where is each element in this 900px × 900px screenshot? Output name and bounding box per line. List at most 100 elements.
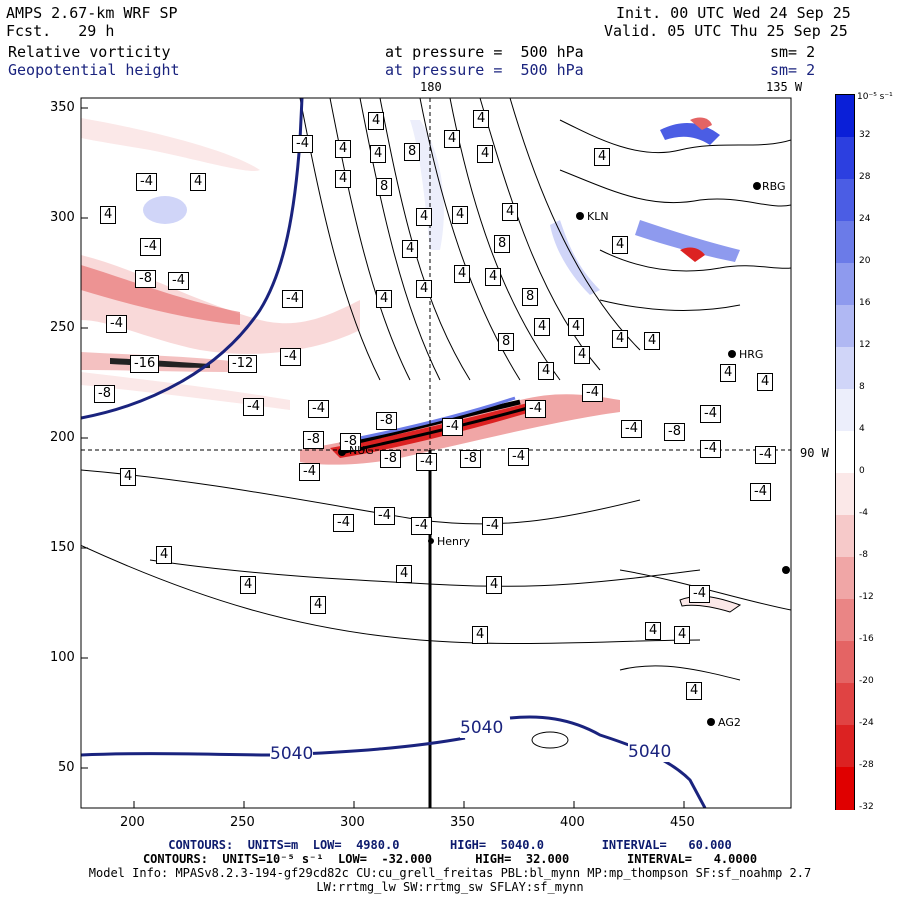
contour-label: -4 — [243, 398, 264, 416]
contour-label: -4 — [282, 290, 303, 308]
contour-label: -4 — [280, 348, 301, 366]
colorbar-tick-label: 28 — [859, 172, 871, 182]
contour-label: -4 — [308, 400, 329, 418]
colorbar-segment — [836, 767, 854, 810]
field2-smoothing: sm= 2 — [770, 61, 816, 79]
contour-label: 4 — [612, 330, 629, 348]
contour-label: -4 — [140, 238, 161, 256]
colorbar-tick-label: -24 — [859, 718, 874, 728]
x-tick-label: 400 — [560, 815, 585, 830]
station-label: NUG — [349, 444, 374, 457]
contour-label: 8 — [376, 178, 393, 196]
colorbar-tick-label: -12 — [859, 592, 874, 602]
colorbar-tick-label: -28 — [859, 760, 874, 770]
contour-label: -4 — [411, 517, 432, 535]
contour-label: 4 — [594, 148, 611, 166]
station-label: HRG — [739, 348, 764, 361]
station-label: KLN — [587, 210, 609, 223]
contour-label: 4 — [757, 373, 774, 391]
field1-smoothing: sm= 2 — [770, 43, 816, 61]
contour-label: -4 — [168, 272, 189, 290]
contour-label: -4 — [482, 517, 503, 535]
contour-label: 4 — [574, 346, 591, 364]
contour-label: 4 — [156, 546, 173, 564]
x-tick-label: 250 — [230, 815, 255, 830]
contour-label: -8 — [340, 433, 361, 451]
colorbar-segment — [836, 95, 854, 138]
contour-label: 4 — [473, 110, 490, 128]
contour-label: 4 — [100, 206, 117, 224]
contour-label: -4 — [106, 315, 127, 333]
height-label: 5040 — [628, 742, 672, 762]
contour-label: 4 — [444, 130, 461, 148]
field2-name: Geopotential height — [8, 61, 180, 79]
contour-label: 8 — [494, 235, 511, 253]
vorticity-field — [81, 98, 791, 808]
footer-vorticity-contours: CONTOURS: UNITS=10⁻⁵ s⁻¹ LOW= -32.000 HI… — [142, 852, 758, 866]
colorbar-segment — [836, 725, 854, 768]
contour-label: 4 — [612, 236, 629, 254]
colorbar — [835, 94, 855, 810]
field2-level: at pressure = 500 hPa — [385, 61, 584, 79]
colorbar-segment — [836, 599, 854, 642]
x-tick-label: 200 — [120, 815, 145, 830]
x-tick-label: 300 — [340, 815, 365, 830]
contour-label: 4 — [454, 265, 471, 283]
station-label: AG2 — [718, 716, 741, 729]
contour-label: 4 — [402, 240, 419, 258]
contour-label: -8 — [664, 423, 685, 441]
contour-label: -4 — [136, 173, 157, 191]
colorbar-tick-label: -20 — [859, 676, 874, 686]
contour-label: -8 — [303, 431, 324, 449]
colorbar-tick-label: 32 — [859, 130, 871, 140]
contour-label: -8 — [135, 270, 156, 288]
contour-label: -12 — [228, 355, 258, 373]
colorbar-segment — [836, 305, 854, 348]
contour-label: -16 — [130, 355, 160, 373]
contour-label: 4 — [396, 565, 413, 583]
contour-label: 4 — [368, 112, 385, 130]
y-tick-label: 50 — [58, 760, 75, 775]
field1-level: at pressure = 500 hPa — [385, 43, 584, 61]
y-tick-label: 100 — [50, 650, 75, 665]
contour-label: 8 — [522, 288, 539, 306]
colorbar-segment — [836, 137, 854, 180]
contour-label: 4 — [485, 268, 502, 286]
colorbar-unit: 10⁻⁵ s⁻¹ — [857, 92, 893, 102]
x-tick-label: 450 — [670, 815, 695, 830]
y-tick-label: 200 — [50, 430, 75, 445]
colorbar-segment — [836, 641, 854, 684]
contour-label: -4 — [333, 514, 354, 532]
contour-label: 4 — [720, 364, 737, 382]
contour-label: 4 — [477, 145, 494, 163]
contour-label: -4 — [508, 448, 529, 466]
colorbar-tick-label: -8 — [859, 550, 868, 560]
colorbar-segment — [836, 683, 854, 726]
colorbar-tick-label: 0 — [859, 466, 865, 476]
contour-label: -4 — [374, 507, 395, 525]
contour-label: -4 — [442, 418, 463, 436]
height-label: 5040 — [460, 718, 504, 738]
contour-label: -4 — [582, 384, 603, 402]
contour-label: -8 — [376, 412, 397, 430]
meridian-135w-label: 135 W — [766, 80, 803, 94]
contour-label: 4 — [240, 576, 257, 594]
contour-label: -4 — [299, 463, 320, 481]
contour-label: -4 — [689, 585, 710, 603]
contour-label: 4 — [310, 596, 327, 614]
contour-label: 4 — [534, 318, 551, 336]
init-time: Init. 00 UTC Wed 24 Sep 25 — [616, 4, 851, 22]
contour-label: 4 — [644, 332, 661, 350]
contour-label: 4 — [645, 622, 662, 640]
colorbar-segment — [836, 263, 854, 306]
contour-label: -8 — [380, 450, 401, 468]
colorbar-segment — [836, 221, 854, 264]
colorbar-tick-label: 4 — [859, 424, 865, 434]
footer-model-info: Model Info: MPASv8.2.3-194-gf29cd82c CU:… — [88, 866, 812, 880]
contour-label: 8 — [404, 143, 421, 161]
station-label: Henry — [437, 535, 471, 548]
contour-label: 4 — [190, 173, 207, 191]
y-tick-label: 150 — [50, 540, 75, 555]
footer-physics-info: LW:rrtmg_lw SW:rrtmg_sw SFLAY:sf_mynn — [316, 880, 584, 894]
station-label: RBG — [762, 180, 786, 193]
